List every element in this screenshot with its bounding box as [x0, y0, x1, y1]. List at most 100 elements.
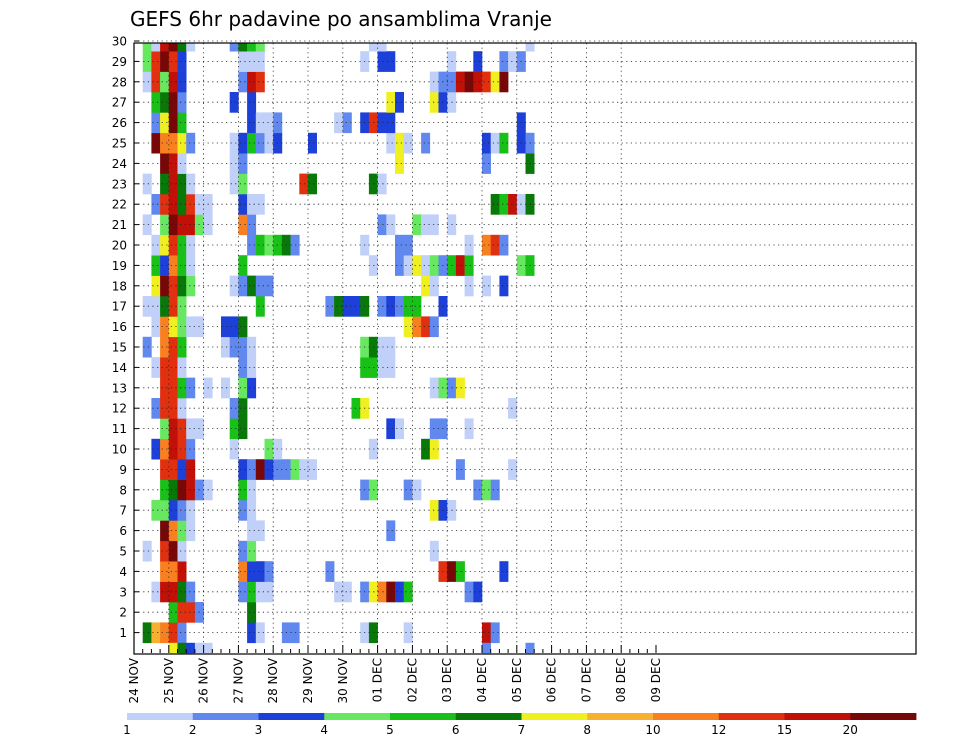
y-tick-label: 22 — [112, 198, 127, 212]
heatmap-cell — [160, 540, 170, 562]
heatmap-cell — [238, 479, 248, 501]
colorbar-swatch — [324, 713, 391, 720]
heatmap-cell — [377, 43, 387, 52]
y-tick-label: 11 — [112, 422, 127, 436]
colorbar-label: 7 — [518, 723, 526, 737]
x-tick-label: 25 NOV — [162, 657, 176, 703]
heatmap-cell — [168, 132, 178, 154]
colorbar-swatch — [455, 713, 522, 720]
heatmap-cell — [142, 336, 152, 358]
heatmap-cell — [229, 153, 239, 174]
heatmap-cell — [264, 112, 274, 134]
heatmap-cell — [490, 622, 500, 644]
heatmap-cell — [247, 479, 257, 501]
heatmap-cell — [177, 622, 187, 644]
heatmap-cell — [473, 581, 483, 603]
heatmap-cell — [238, 540, 248, 562]
plot-frame — [133, 42, 917, 655]
heatmap-cell — [490, 132, 500, 154]
heatmap-cell — [160, 561, 170, 582]
heatmap-cell — [386, 51, 396, 72]
heatmap-cell — [247, 581, 257, 603]
heatmap-cell — [255, 622, 265, 644]
heatmap-cell — [464, 234, 474, 256]
grid-lines — [134, 40, 916, 653]
heatmap-cell — [386, 132, 396, 154]
heatmap-cell — [168, 173, 178, 195]
heatmap-cell — [386, 214, 396, 236]
x-tick-label: 01 DEC — [371, 658, 385, 702]
heatmap-cell — [238, 255, 248, 276]
heatmap-cell — [186, 43, 196, 52]
colorbar-label: 15 — [777, 723, 792, 737]
heatmap-cell — [464, 581, 474, 603]
heatmap-cell — [499, 561, 509, 582]
heatmap-cell — [160, 479, 170, 501]
heatmap-cell — [499, 132, 509, 154]
heatmap-cell — [142, 540, 152, 562]
heatmap-cell — [395, 132, 404, 154]
heatmap-cell — [264, 275, 274, 297]
heatmap-cell — [421, 438, 431, 460]
heatmap-cell — [177, 71, 187, 93]
heatmap-cell — [238, 43, 248, 52]
heatmap-cell — [403, 581, 413, 603]
heatmap-cell — [151, 296, 161, 317]
heatmap-cell — [238, 71, 248, 93]
heatmap-cell — [429, 438, 439, 460]
colorbar-swatch — [192, 713, 259, 720]
heatmap-cell — [151, 92, 161, 113]
heatmap-cell — [464, 71, 474, 93]
heatmap-cell — [247, 561, 257, 582]
heatmap-cell — [177, 336, 187, 358]
x-tick-label: 28 NOV — [266, 657, 280, 703]
heatmap-cell — [160, 357, 170, 378]
heatmap-cell — [403, 255, 413, 276]
y-tick-label: 4 — [119, 565, 127, 579]
heatmap-cell — [264, 459, 274, 480]
heatmap-cell — [168, 500, 178, 521]
x-tick-label: 04 DEC — [475, 658, 489, 702]
heatmap-cell — [247, 234, 257, 256]
heatmap-cell — [482, 71, 491, 93]
heatmap-cell — [238, 336, 248, 358]
y-tick-label: 19 — [112, 259, 127, 273]
heatmap-cell — [168, 520, 178, 542]
heatmap-cell — [238, 398, 248, 419]
heatmap-cell — [377, 173, 387, 195]
heatmap-cell — [160, 520, 170, 542]
heatmap-cell — [177, 112, 187, 134]
x-tick-label: 30 NOV — [336, 657, 350, 703]
y-tick-label: 5 — [119, 545, 127, 559]
colorbar-label: 3 — [255, 723, 263, 737]
heatmap-cell — [238, 581, 248, 603]
heatmap-cell — [168, 540, 178, 562]
heatmap-cell — [160, 173, 170, 195]
heatmap-cell — [342, 581, 352, 603]
heatmap-cell — [455, 377, 465, 399]
chart-title: GEFS 6hr padavine po ansamblima Vranje — [130, 7, 552, 31]
heatmap-cell — [229, 43, 239, 52]
heatmap-cell — [160, 92, 170, 113]
heatmap-cell — [255, 132, 265, 154]
heatmap-cell — [499, 194, 509, 215]
heatmap-cell — [238, 316, 248, 338]
colorbar-label: 12 — [711, 723, 726, 737]
heatmap-cell — [142, 43, 152, 52]
x-tick-label: 08 DEC — [614, 658, 628, 702]
heatmap-cell — [421, 214, 431, 236]
heatmap-cell — [255, 51, 265, 72]
heatmap-cell — [168, 581, 178, 603]
heatmap-cell — [229, 438, 239, 460]
heatmap-cell — [168, 357, 178, 378]
heatmap-cell — [247, 194, 257, 215]
heatmap-cell — [229, 398, 239, 419]
heatmap-cell — [255, 520, 265, 542]
heatmap-cell — [395, 153, 404, 174]
heatmap-cell — [368, 43, 378, 52]
colorbar-label: 2 — [189, 723, 197, 737]
heatmap-cell — [142, 214, 152, 236]
heatmap-cell — [386, 520, 396, 542]
heatmap-cell — [177, 296, 187, 317]
heatmap-cell — [168, 418, 178, 440]
